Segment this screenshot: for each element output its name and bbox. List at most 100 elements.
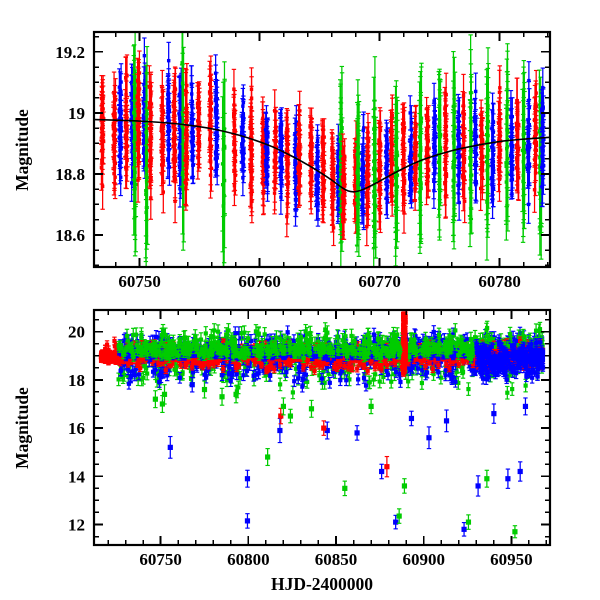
data-point (356, 180, 360, 184)
data-point (183, 88, 188, 93)
data-point (273, 152, 277, 157)
data-point (342, 193, 346, 198)
data-point (308, 132, 312, 137)
data-point (232, 128, 236, 133)
data-point (181, 106, 186, 111)
data-point (330, 205, 334, 210)
data-point (207, 127, 212, 132)
data-point (173, 87, 178, 92)
data-point (331, 226, 336, 230)
data-point (214, 149, 219, 154)
data-point (166, 85, 171, 89)
data-point (118, 133, 123, 138)
data-point (136, 178, 140, 182)
data-point (190, 135, 195, 140)
data-point (197, 103, 201, 107)
data-point (137, 82, 141, 87)
data-point (161, 143, 166, 147)
data-point (179, 178, 183, 182)
data-point (136, 124, 140, 128)
data-point (208, 121, 213, 126)
data-point (177, 156, 182, 160)
data-point (377, 207, 382, 212)
data-point (160, 115, 164, 120)
data-point (149, 91, 153, 96)
data-point (297, 184, 301, 188)
data-point (166, 58, 171, 63)
data-point (137, 155, 141, 159)
data-point (117, 163, 122, 168)
data-point (336, 190, 340, 194)
data-point (133, 90, 137, 95)
data-point (365, 224, 369, 229)
data-point (337, 196, 342, 200)
data-point (294, 120, 299, 124)
data-point (119, 90, 123, 94)
data-point (366, 139, 371, 144)
data-point (315, 156, 320, 161)
data-point (278, 124, 283, 129)
data-point (100, 184, 105, 189)
data-point (357, 202, 361, 207)
data-point (124, 165, 128, 170)
data-point (209, 101, 214, 105)
data-point (137, 71, 142, 75)
data-point (296, 167, 300, 172)
data-point (215, 96, 219, 101)
data-point (360, 205, 364, 209)
data-point (338, 186, 343, 190)
data-point (274, 130, 278, 134)
data-point (384, 149, 388, 154)
data-point (101, 133, 106, 137)
data-point (119, 111, 123, 116)
data-point (385, 170, 389, 174)
data-point (354, 213, 358, 217)
data-point (320, 138, 325, 142)
data-point (183, 180, 188, 185)
data-point (180, 61, 184, 65)
data-point (341, 150, 345, 154)
data-point (284, 155, 288, 159)
data-point (361, 128, 365, 133)
data-point (177, 93, 182, 97)
data-point (159, 150, 164, 154)
data-point (178, 110, 182, 114)
data-point (372, 151, 377, 155)
data-point (135, 94, 140, 98)
data-point (297, 132, 301, 136)
data-point (148, 121, 152, 125)
data-point (264, 141, 269, 145)
data-point (285, 157, 289, 161)
data-point (179, 89, 184, 94)
data-point (215, 133, 220, 138)
data-point (215, 164, 219, 169)
data-point (265, 151, 269, 156)
data-point (278, 142, 282, 146)
data-point (125, 136, 129, 140)
data-point (189, 82, 194, 86)
data-point (378, 125, 382, 129)
data-point (361, 186, 365, 191)
data-point (309, 125, 314, 129)
data-point (112, 167, 117, 171)
data-point (117, 136, 122, 140)
data-point (386, 142, 390, 147)
data-point (129, 138, 134, 142)
data-point (160, 89, 165, 93)
data-point (130, 91, 135, 95)
data-point (360, 182, 364, 186)
data-point (354, 184, 358, 188)
data-point (233, 173, 238, 177)
data-point (354, 137, 358, 141)
data-point (365, 177, 370, 181)
data-point (314, 189, 319, 193)
data-point (232, 87, 236, 91)
data-point (142, 133, 146, 138)
data-point (341, 174, 345, 179)
data-point (213, 106, 218, 110)
data-point (143, 79, 147, 83)
data-point (336, 170, 340, 174)
data-point (149, 176, 153, 181)
data-point (123, 108, 128, 113)
